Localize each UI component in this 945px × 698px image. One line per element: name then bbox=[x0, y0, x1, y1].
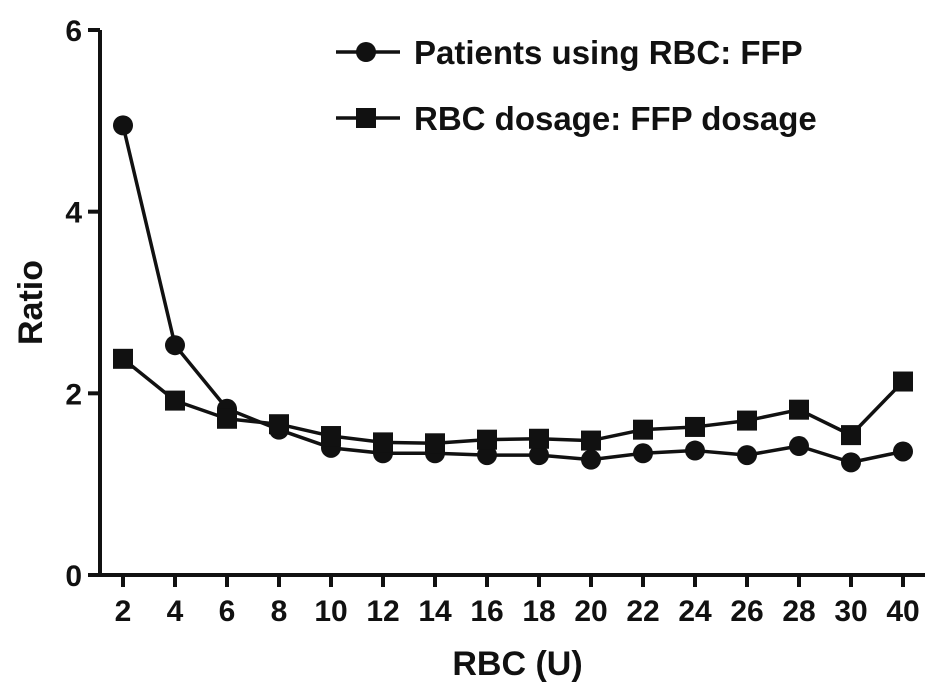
data-point-square bbox=[529, 428, 549, 449]
y-tick-label: 4 bbox=[65, 197, 82, 230]
data-point-square bbox=[737, 410, 757, 431]
y-tick-label: 6 bbox=[65, 15, 82, 48]
y-axis-ticks: 0 2 4 6 bbox=[65, 15, 100, 593]
x-tick-label: 10 bbox=[314, 595, 347, 628]
data-point-square bbox=[165, 390, 185, 411]
y-axis-title: Ratio bbox=[12, 260, 50, 345]
x-tick-label: 4 bbox=[167, 595, 184, 628]
x-tick-label: 16 bbox=[470, 595, 503, 628]
data-point-square bbox=[685, 416, 705, 437]
x-axis-title: RBC (U) bbox=[452, 645, 582, 683]
series-layer bbox=[113, 115, 913, 473]
x-tick-label: 20 bbox=[574, 595, 607, 628]
data-point-square bbox=[113, 348, 133, 369]
data-point-square bbox=[321, 426, 341, 447]
data-point-circle bbox=[685, 440, 705, 461]
data-point-circle bbox=[841, 452, 861, 473]
x-axis-ticks: 2 4 6 8 10 12 14 16 18 20 22 24 26 28 30 40 bbox=[115, 575, 920, 628]
x-tick-label: 30 bbox=[834, 595, 867, 628]
data-point-circle bbox=[737, 445, 757, 466]
data-point-square bbox=[477, 429, 497, 450]
data-point-circle bbox=[633, 443, 653, 464]
y-tick-label: 2 bbox=[65, 378, 82, 411]
data-point-square bbox=[633, 419, 653, 440]
x-tick-label: 18 bbox=[522, 595, 555, 628]
data-point-circle bbox=[529, 445, 549, 466]
x-tick-label: 26 bbox=[730, 595, 763, 628]
data-point-square bbox=[269, 414, 289, 435]
data-point-circle bbox=[581, 449, 601, 470]
data-point-square bbox=[217, 408, 237, 429]
data-point-circle bbox=[893, 441, 913, 462]
legend-item-dosage: RBC dosage: FFP dosage bbox=[336, 100, 817, 137]
x-tick-label: 28 bbox=[782, 595, 815, 628]
y-tick-label: 0 bbox=[65, 560, 82, 593]
legend-item-patients: Patients using RBC: FFP bbox=[336, 34, 803, 71]
series-1 bbox=[113, 348, 913, 454]
series-line bbox=[121, 357, 905, 446]
data-point-square bbox=[789, 399, 809, 420]
legend-square-marker bbox=[356, 108, 376, 128]
legend-label: Patients using RBC: FFP bbox=[414, 34, 803, 71]
data-point-square bbox=[841, 425, 861, 446]
legend-label: RBC dosage: FFP dosage bbox=[414, 100, 817, 137]
x-tick-label: 8 bbox=[271, 595, 288, 628]
data-point-square bbox=[893, 371, 913, 392]
data-point-square bbox=[373, 432, 393, 453]
x-tick-label: 6 bbox=[219, 595, 236, 628]
legend: Patients using RBC: FFP RBC dosage: FFP … bbox=[336, 34, 817, 137]
x-tick-label: 40 bbox=[886, 595, 919, 628]
x-tick-label: 12 bbox=[366, 595, 399, 628]
axes bbox=[98, 30, 925, 577]
data-point-square bbox=[425, 433, 445, 454]
legend-circle-marker bbox=[356, 42, 376, 62]
data-point-square bbox=[581, 430, 601, 451]
data-point-circle bbox=[477, 445, 497, 466]
x-tick-label: 2 bbox=[115, 595, 132, 628]
data-point-circle bbox=[789, 436, 809, 457]
x-tick-label: 14 bbox=[418, 595, 452, 628]
data-point-circle bbox=[165, 335, 185, 356]
x-tick-label: 24 bbox=[678, 595, 712, 628]
x-tick-label: 22 bbox=[626, 595, 659, 628]
series-line bbox=[121, 124, 904, 465]
data-point-circle bbox=[113, 115, 133, 136]
